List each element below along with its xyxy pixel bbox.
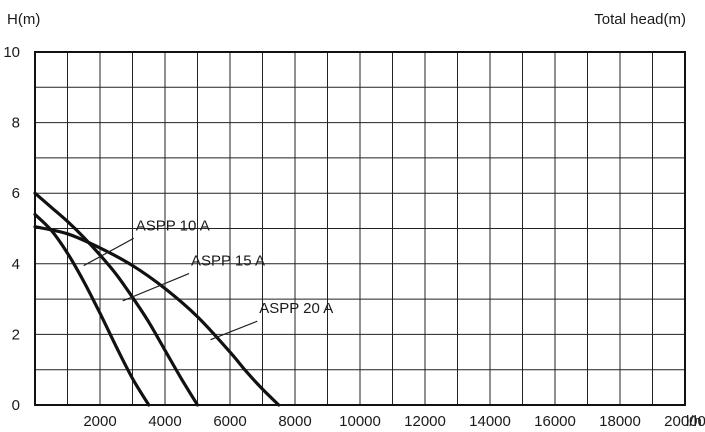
leader-line-aspp-20-a [210,320,258,341]
y-tick-label: 2 [12,326,20,343]
y-tick-label: 6 [12,185,20,202]
curve-label-leaders [83,237,258,341]
curve-labels: ASPP 10 A ASPP 15 A ASPP 20 A [136,217,333,317]
plot-frame [34,51,686,406]
y-axis-label: H(m) [7,11,40,28]
y-tick-labels: 0 2 4 6 8 10 [3,44,20,414]
x-tick-label: 18000 [599,413,641,430]
leader-line-aspp-15-a [122,273,190,302]
leader-line-aspp-10-a [83,237,135,267]
curve-label-aspp-20-a: ASPP 20 A [259,300,333,317]
grid-lines [35,52,685,405]
curve-aspp-10-a [33,212,151,407]
x-tick-label: 2000 [83,413,116,430]
x-tick-label: 16000 [534,413,576,430]
x-tick-label: 20000 [664,413,705,430]
x-axis-unit-label: l/h [686,413,702,430]
curve-aspp-15-a [33,191,200,407]
x-tick-label: 14000 [469,413,511,430]
curve-label-aspp-15-a: ASPP 15 A [191,253,265,270]
x-tick-label: 10000 [339,413,381,430]
x-tick-label: 6000 [213,413,246,430]
curves [33,191,281,407]
curve-label-aspp-10-a: ASPP 10 A [136,217,210,234]
y-tick-label: 0 [12,397,20,414]
x-tick-label: 4000 [148,413,181,430]
y-tick-label: 4 [12,256,20,273]
x-tick-label: 12000 [404,413,446,430]
x-tick-label: 8000 [278,413,311,430]
x-tick-labels: 2000 4000 6000 8000 10000 12000 14000 16000 1800… [83,413,705,430]
chart-title-right: Total head(m) [594,11,686,28]
curve-aspp-20-a [33,225,281,407]
y-tick-label: 10 [3,44,20,61]
y-tick-label: 8 [12,115,20,132]
